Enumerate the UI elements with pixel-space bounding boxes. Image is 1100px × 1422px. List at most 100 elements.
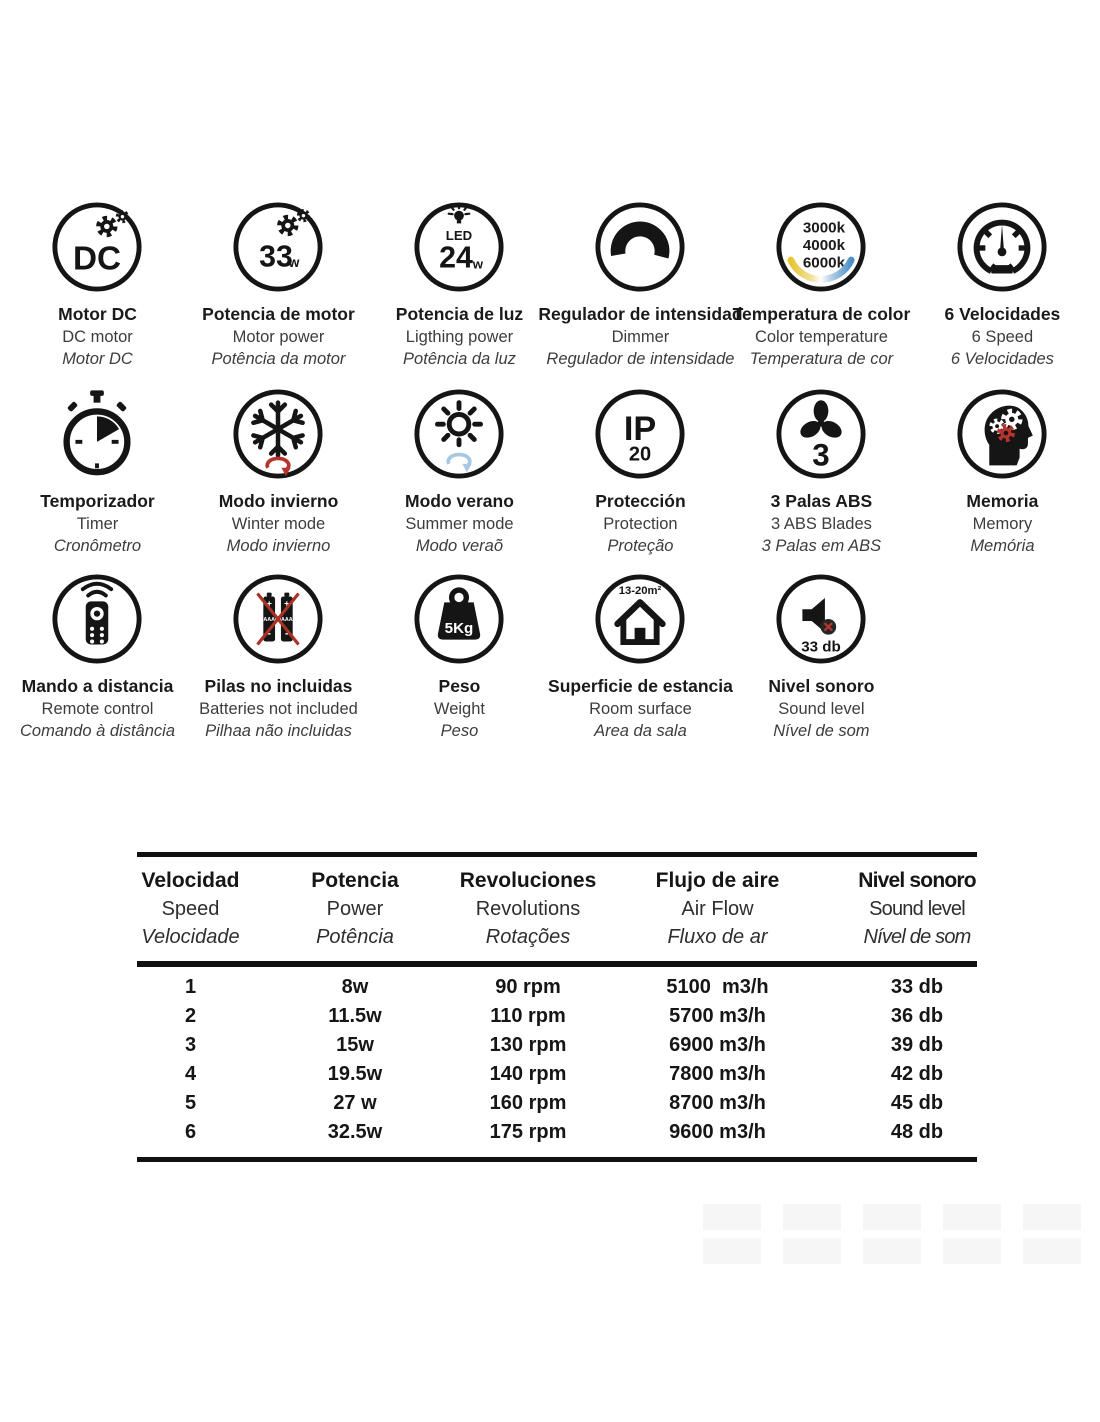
cell-airflow: 8700 m3/h xyxy=(669,1092,766,1114)
feature-label-es: Potencia de luz xyxy=(395,304,524,324)
feature-label-es: Superficie de estancia xyxy=(548,676,733,696)
db-text: 33 db xyxy=(802,638,842,655)
sun-rays xyxy=(435,400,484,448)
motor-power-icon: 33 w xyxy=(233,202,324,292)
cell-power: 11.5w xyxy=(328,1005,382,1027)
feature-motor-power: 33 w Potencia de motor Motor power Potên… xyxy=(188,200,369,371)
abs-blades-icon: 3 xyxy=(776,389,866,479)
led-text: LED xyxy=(446,228,472,243)
feature-sound-level: 33 db Nivel sonoro Sound level Nível de … xyxy=(731,572,912,743)
color-temperature-icon: 3000k 4000k 6000k xyxy=(776,202,866,292)
dc-text: DC xyxy=(73,241,121,278)
cell-airflow: 9600 m3/h xyxy=(669,1121,766,1143)
cell-rpm: 90 rpm xyxy=(495,976,561,998)
feature-label-en: Timer xyxy=(76,514,119,533)
feature-label-pt: Regulador de intensidade xyxy=(546,350,735,368)
feature-dimmer: Regulador de intensidad Dimmer Regulador… xyxy=(538,200,743,371)
feature-label-es: Peso xyxy=(438,676,481,696)
feature-label-es: Protección xyxy=(595,491,686,511)
feature-label-pt: Modo veraõ xyxy=(415,537,504,555)
table-row: 2 11.5w 110 rpm 5700 m3/h 36 db xyxy=(137,1002,977,1031)
cell-rpm: 140 rpm xyxy=(489,1063,567,1085)
feature-label-pt: Nível de som xyxy=(773,722,870,740)
dc-motor-icon: DC xyxy=(52,202,143,292)
fan-blades xyxy=(800,400,843,438)
feature-row-2: Temporizador Timer Cronômetro Modo invie… xyxy=(7,387,1093,558)
column-header-sound: Nivel sonoro Sound level Nível de som xyxy=(858,869,976,948)
svg-text:-: - xyxy=(268,628,272,640)
feature-six-speeds: 6 Velocidades 6 Speed 6 Velocidades xyxy=(912,200,1093,371)
cell-speed: 3 xyxy=(184,1034,197,1056)
feature-label-pt: Area da sala xyxy=(594,722,687,740)
feature-empty-slot xyxy=(912,572,1093,743)
ip20-protection-icon: IP 20 xyxy=(595,389,685,479)
cell-airflow: 5100 m3/h xyxy=(666,976,769,998)
svg-text:+: + xyxy=(267,598,273,608)
table-row: 5 27 w 160 rpm 8700 m3/h 45 db xyxy=(137,1089,977,1118)
cell-sound: 45 db xyxy=(890,1092,944,1114)
feature-label-pt: Proteção xyxy=(607,537,674,555)
feature-label-es: Mando a distancia xyxy=(21,676,174,696)
feature-memory: Memoria Memory Memória xyxy=(912,387,1093,558)
feature-label-es: Temporizador xyxy=(40,491,155,511)
feature-label-en: Weight xyxy=(433,699,485,718)
feature-label-en: 6 Speed xyxy=(971,327,1034,346)
table-row: 1 8w 90 rpm 5100 m3/h 33 db xyxy=(137,973,977,1002)
feature-label-pt: 3 Palas em ABS xyxy=(761,537,882,555)
snowflake xyxy=(251,400,306,458)
table-row: 3 15w 130 rpm 6900 m3/h 39 db xyxy=(137,1031,977,1060)
summer-mode-icon xyxy=(414,389,505,479)
feature-light-power: LED 24 w Potencia de luz Ligthing power … xyxy=(369,200,550,371)
feature-label-es: Memoria xyxy=(966,491,1039,511)
feature-batteries: + AAA - + AAA - Pilas no incluidas Batte… xyxy=(188,572,369,743)
ip-text: IP xyxy=(624,410,656,448)
kelvin-6000-text: 6000k xyxy=(803,255,846,272)
feature-label-en: 3 ABS Blades xyxy=(770,514,872,533)
memory-icon xyxy=(957,389,1047,479)
timer-icon xyxy=(63,390,132,476)
temperature-gradient-arc xyxy=(787,256,856,283)
blade-count-text: 3 xyxy=(813,437,830,472)
batteries-icon: + AAA - + AAA - xyxy=(233,574,324,664)
speed-gauge-icon xyxy=(957,202,1047,292)
feature-label-en: Batteries not included xyxy=(199,699,358,718)
gauge-ticks xyxy=(976,228,1028,251)
cell-airflow: 5700 m3/h xyxy=(669,1005,766,1027)
feature-label-en: Color temperature xyxy=(754,327,888,346)
cell-power: 32.5w xyxy=(327,1121,383,1143)
feature-abs-blades: 3 3 Palas ABS 3 ABS Blades 3 Palas em AB… xyxy=(731,387,912,558)
feature-label-pt: Peso xyxy=(440,722,479,740)
bulb-rays xyxy=(448,203,471,216)
feature-remote-control: Mando a distancia Remote control Comando… xyxy=(7,572,188,743)
kelvin-3000-text: 3000k xyxy=(803,219,846,236)
cell-sound: 42 db xyxy=(890,1063,944,1085)
cell-airflow: 7800 m3/h xyxy=(669,1063,766,1085)
feature-row-3: Mando a distancia Remote control Comando… xyxy=(7,572,1093,743)
feature-label-pt: Pilhaa não incluidas xyxy=(205,722,352,740)
feature-label-es: 3 Palas ABS xyxy=(770,491,873,511)
svg-text:AAA: AAA xyxy=(264,617,276,623)
led-watts-text: 24 xyxy=(440,242,474,275)
table-header-rule xyxy=(137,961,977,967)
table-row: 4 19.5w 140 rpm 7800 m3/h 42 db xyxy=(137,1060,977,1089)
mute-cross xyxy=(824,622,834,632)
feature-timer: Temporizador Timer Cronômetro xyxy=(7,387,188,558)
feature-label-es: Pilas no incluidas xyxy=(204,676,353,696)
feature-label-en: DC motor xyxy=(62,327,133,346)
feature-winter-mode: Modo invierno Winter mode Modo invierno xyxy=(188,387,369,558)
feature-label-en: Motor power xyxy=(232,327,325,346)
feature-row-1: DC Motor DC DC motor Motor DC 33 w Poten… xyxy=(7,200,1093,371)
sound-level-icon: 33 db xyxy=(776,574,866,664)
feature-weight: 5Kg Peso Weight Peso xyxy=(369,572,550,743)
feature-label-en: Summer mode xyxy=(405,514,514,533)
feature-label-en: Ligthing power xyxy=(405,327,514,346)
feature-label-pt: Potência da motor xyxy=(211,350,346,368)
cell-rpm: 160 rpm xyxy=(489,1092,567,1114)
cell-speed: 5 xyxy=(184,1092,197,1114)
cell-sound: 33 db xyxy=(890,976,944,998)
weight-value-text: 5Kg xyxy=(445,620,474,637)
winter-mode-icon xyxy=(233,389,324,479)
battery-2: + AAA - xyxy=(281,592,293,642)
feature-label-pt: Comando à distância xyxy=(19,722,175,740)
